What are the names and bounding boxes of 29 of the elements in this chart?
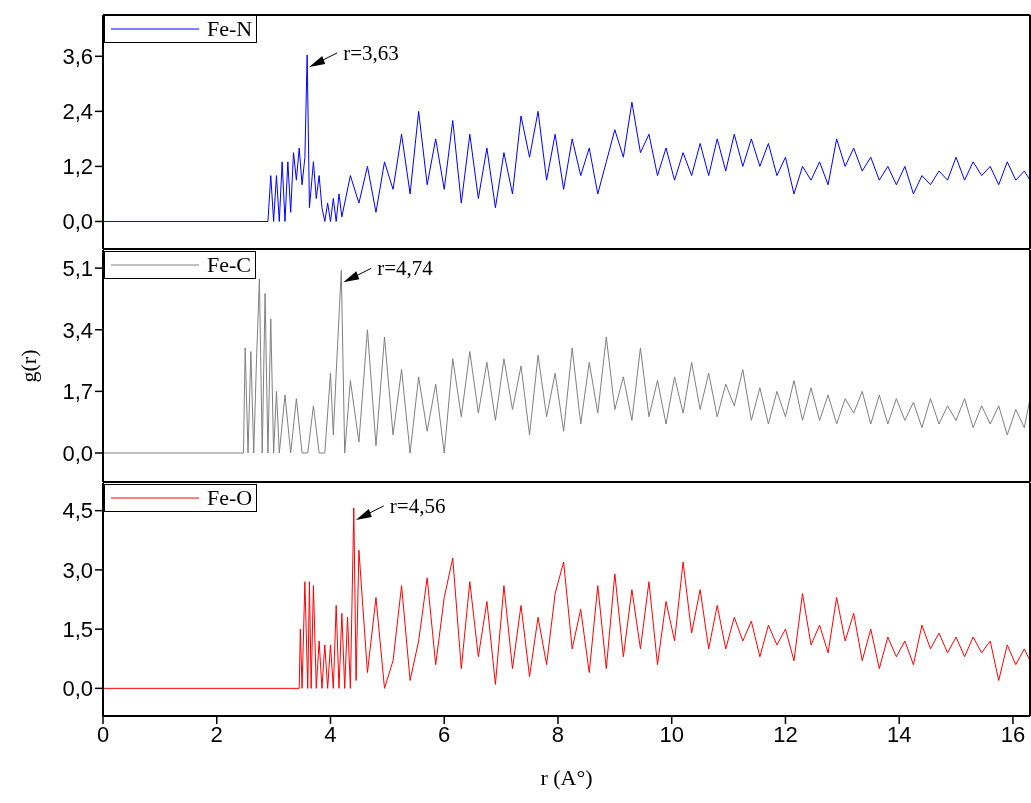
x-tick-label: 10 xyxy=(659,721,684,747)
x-axis-title: r (A°) xyxy=(540,765,593,790)
x-tick-label: 14 xyxy=(886,721,912,747)
y-tick-label: 4,5 xyxy=(62,498,93,524)
x-tick-label: 6 xyxy=(438,721,451,747)
x-tick-label: 12 xyxy=(773,721,798,747)
y-tick-label: 1,7 xyxy=(62,379,93,405)
y-tick-label: 3,6 xyxy=(62,44,93,70)
y-tick-label: 3,0 xyxy=(62,557,93,583)
x-tick-label: 0 xyxy=(96,721,110,747)
y-tick-label: 0,0 xyxy=(62,676,93,702)
y-tick-label: 0,0 xyxy=(62,209,93,235)
y-tick-label: 1,5 xyxy=(62,616,93,642)
legend-label: Fe-O xyxy=(207,485,253,511)
y-tick-label: 0,0 xyxy=(62,440,93,466)
y-tick-label: 5,1 xyxy=(62,255,93,281)
y-tick-label: 2,4 xyxy=(62,99,93,125)
x-tick-label: 16 xyxy=(1000,721,1026,747)
annotation: r=3,63 xyxy=(343,40,399,65)
x-tick-label: 2 xyxy=(210,721,223,747)
y-tick-label: 1,2 xyxy=(62,154,93,180)
annotation: r=4,74 xyxy=(377,256,434,281)
y-axis-title: g(r) xyxy=(16,349,41,383)
x-tick-label: 4 xyxy=(324,721,337,747)
legend-label: Fe-N xyxy=(207,16,253,42)
legend-label: Fe-C xyxy=(207,252,251,278)
x-tick-label: 8 xyxy=(551,721,565,747)
y-tick-label: 3,4 xyxy=(62,317,93,343)
annotation: r=4,56 xyxy=(389,493,446,518)
